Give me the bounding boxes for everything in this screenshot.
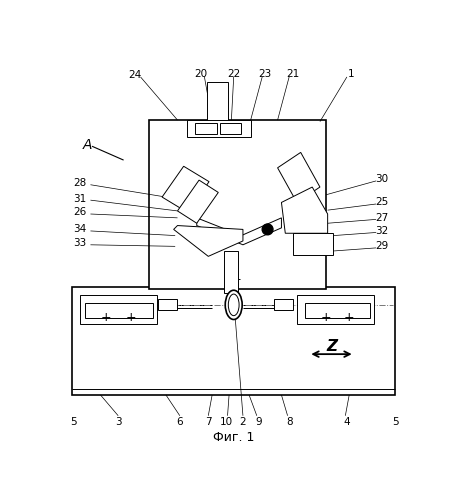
Text: 33: 33 [73, 238, 86, 248]
Bar [195, 123, 216, 134]
Text: A: A [82, 138, 92, 151]
Text: 27: 27 [374, 213, 387, 223]
Bar [273, 298, 293, 310]
Text: 28: 28 [73, 178, 86, 188]
Text: 32: 32 [374, 226, 387, 236]
Text: +: + [126, 312, 136, 324]
Text: Фиг. 1: Фиг. 1 [212, 431, 254, 444]
Polygon shape [196, 218, 281, 245]
Polygon shape [173, 226, 243, 256]
Bar [149, 120, 325, 288]
Bar [304, 302, 369, 318]
Bar [296, 295, 373, 324]
Bar [219, 123, 241, 134]
Bar [85, 302, 152, 318]
Text: +: + [101, 312, 111, 324]
Text: 24: 24 [128, 70, 142, 81]
Text: 3: 3 [115, 417, 121, 427]
Text: 31: 31 [73, 194, 86, 203]
Text: 10: 10 [219, 417, 232, 427]
Circle shape [262, 224, 273, 235]
Text: 25: 25 [374, 198, 387, 207]
Text: 4: 4 [343, 417, 349, 427]
Text: 9: 9 [254, 417, 261, 427]
Text: 22: 22 [227, 69, 240, 79]
Ellipse shape [228, 294, 238, 316]
Text: 20: 20 [193, 69, 207, 79]
Text: 21: 21 [286, 69, 299, 79]
Polygon shape [177, 180, 218, 223]
Bar [206, 82, 227, 122]
Text: 8: 8 [285, 417, 292, 427]
Polygon shape [162, 166, 208, 212]
Text: 7: 7 [205, 417, 211, 427]
Text: +: + [320, 312, 331, 324]
Bar [72, 287, 394, 395]
Text: 30: 30 [374, 174, 387, 184]
Bar [80, 295, 157, 324]
Text: 29: 29 [374, 242, 387, 252]
Ellipse shape [225, 290, 242, 320]
Text: 5: 5 [391, 417, 398, 427]
Text: 2: 2 [239, 417, 246, 427]
Polygon shape [281, 187, 327, 233]
Text: 1: 1 [347, 69, 353, 79]
Text: Z: Z [325, 339, 336, 354]
Bar [158, 298, 177, 310]
Text: +: + [343, 312, 354, 324]
Text: 6: 6 [176, 417, 183, 427]
Bar [223, 251, 237, 294]
Text: 34: 34 [73, 224, 86, 234]
Bar [293, 233, 332, 255]
Polygon shape [277, 152, 319, 202]
Text: 26: 26 [73, 208, 86, 218]
Bar [187, 120, 250, 137]
Text: 23: 23 [258, 69, 271, 79]
Text: 5: 5 [70, 417, 77, 427]
